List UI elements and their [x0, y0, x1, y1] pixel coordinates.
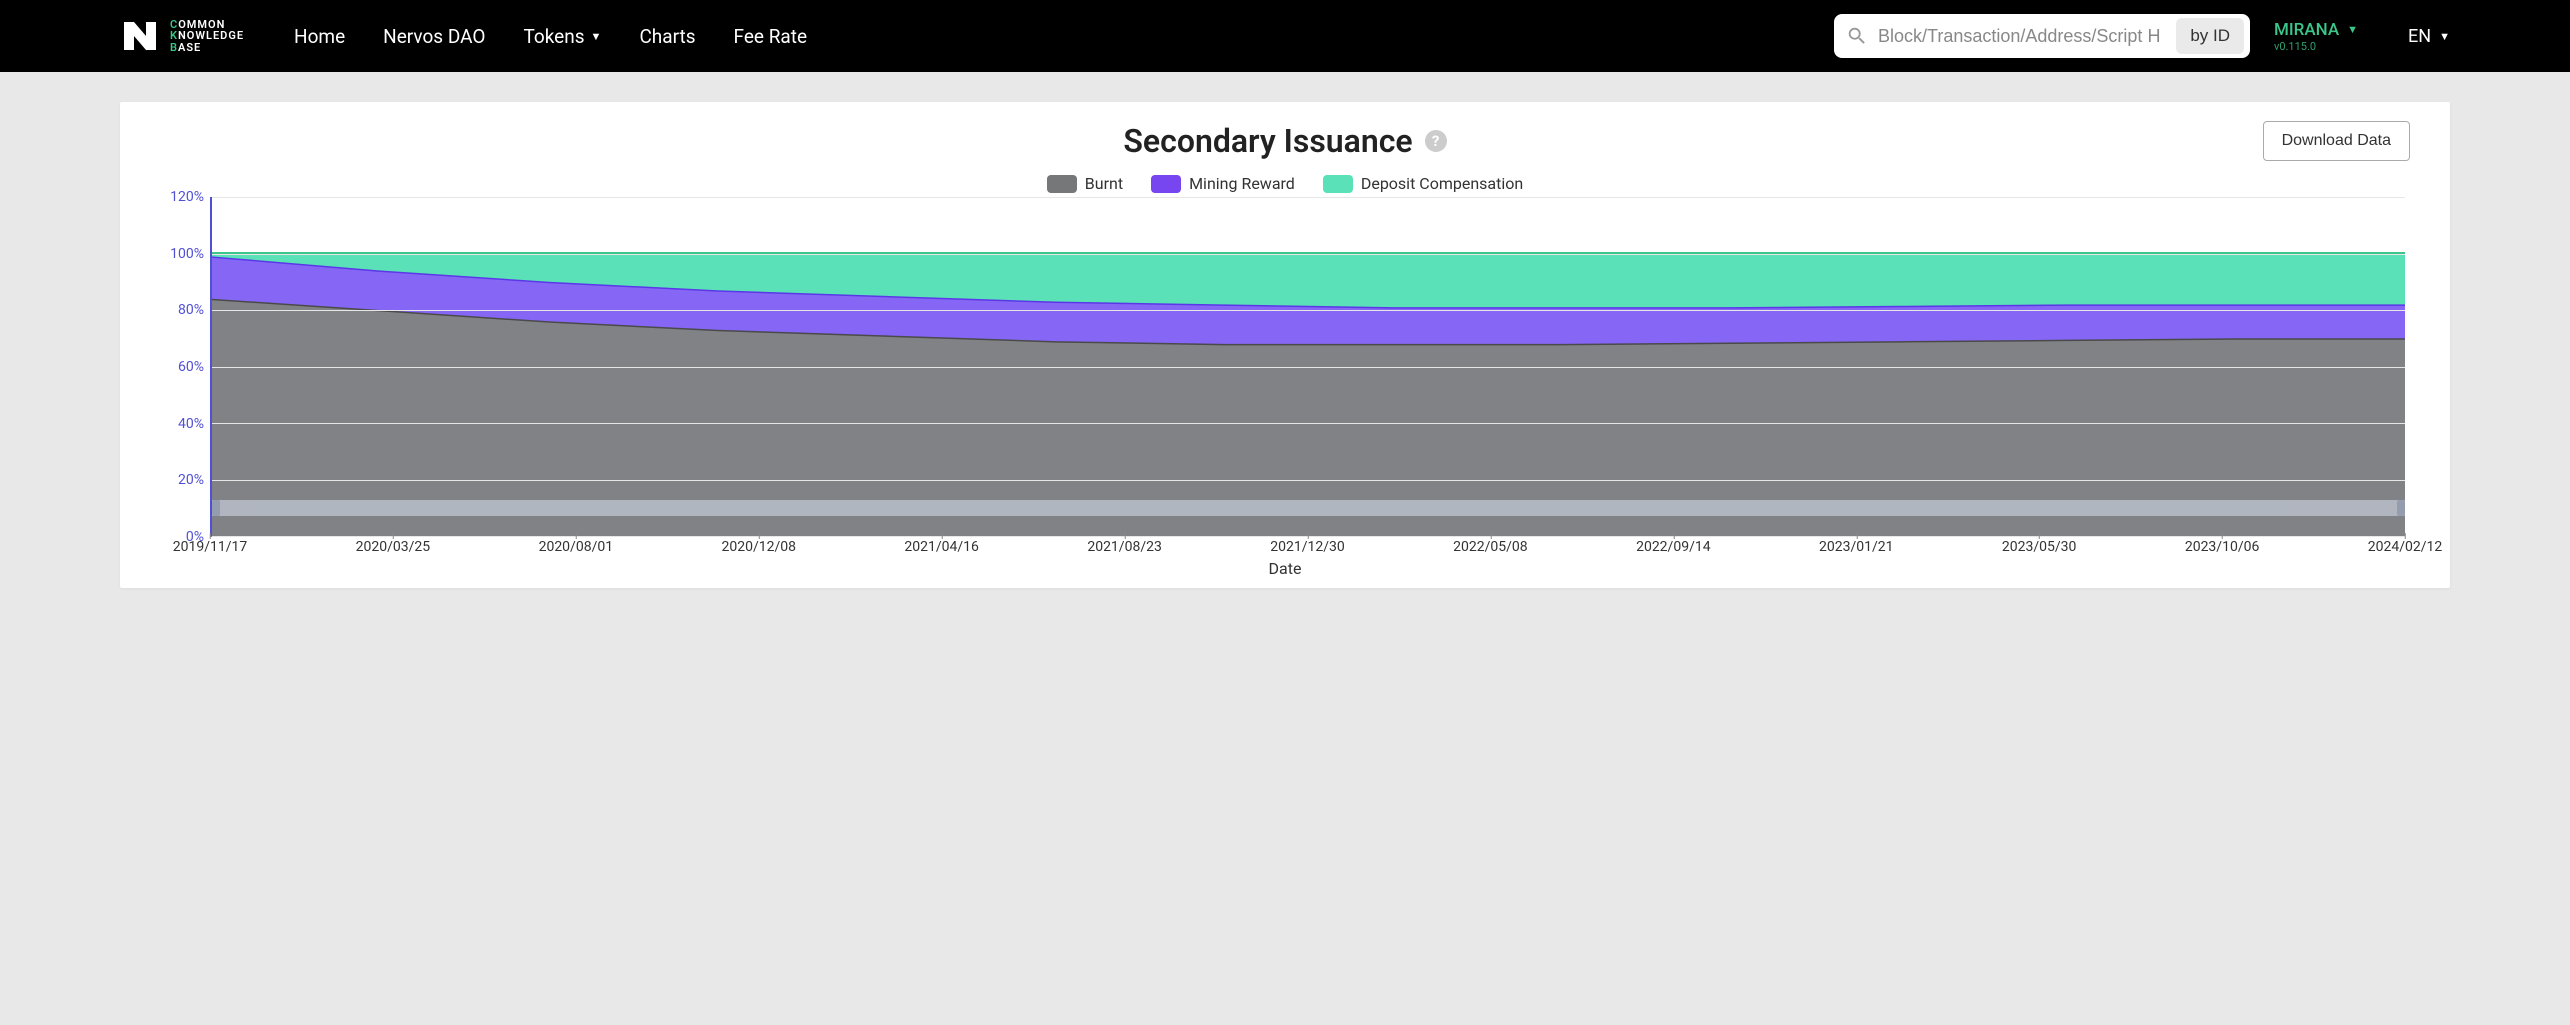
logo-text: COMMONKNOWLEDGEBASE: [170, 19, 244, 54]
search-byid-button[interactable]: by ID: [2176, 18, 2244, 54]
chart-area: 0%20%40%60%80%100%120% 2019/11/172020/03…: [210, 197, 2405, 557]
nav-tokens-label: Tokens: [523, 25, 584, 48]
nav-charts[interactable]: Charts: [639, 25, 695, 48]
scrubber-handle-left[interactable]: [212, 500, 220, 516]
search-box: by ID: [1834, 14, 2250, 58]
network-name: MIRANA: [2274, 20, 2339, 40]
chart-legend: Burnt Mining Reward Deposit Compensation: [160, 174, 2410, 193]
nav-tokens[interactable]: Tokens ▼: [523, 25, 601, 48]
scrubber-handle-right[interactable]: [2397, 500, 2405, 516]
language-selector[interactable]: EN ▼: [2408, 26, 2450, 47]
chart-card: Secondary Issuance ? Download Data Burnt…: [120, 102, 2450, 588]
nav-fee-rate[interactable]: Fee Rate: [734, 25, 808, 48]
nav-nervos-dao[interactable]: Nervos DAO: [383, 25, 485, 48]
legend-item[interactable]: Deposit Compensation: [1323, 174, 1523, 193]
network-selector[interactable]: MIRANA ▼ v0.115.0: [2274, 20, 2358, 53]
page-title: Secondary Issuance ?: [1123, 122, 1446, 160]
plot-region[interactable]: [210, 197, 2405, 537]
lang-label: EN: [2408, 26, 2431, 47]
top-header: COMMONKNOWLEDGEBASE Home Nervos DAO Toke…: [0, 0, 2570, 72]
x-axis: 2019/11/172020/03/252020/08/012020/12/08…: [210, 537, 2405, 557]
chevron-down-icon: ▼: [591, 30, 602, 43]
x-axis-label: Date: [160, 559, 2410, 578]
legend-item[interactable]: Burnt: [1047, 174, 1123, 193]
search-input[interactable]: [1868, 26, 2176, 47]
legend-item[interactable]: Mining Reward: [1151, 174, 1295, 193]
network-version: v0.115.0: [2274, 40, 2316, 53]
time-scrubber[interactable]: [212, 500, 2405, 516]
logo[interactable]: COMMONKNOWLEDGEBASE: [120, 16, 244, 56]
y-axis: 0%20%40%60%80%100%120%: [160, 197, 208, 537]
download-data-button[interactable]: Download Data: [2263, 121, 2410, 161]
nav-home[interactable]: Home: [294, 25, 345, 48]
chevron-down-icon: ▼: [2439, 30, 2450, 43]
main-nav: Home Nervos DAO Tokens ▼ Charts Fee Rate: [294, 25, 807, 48]
title-text: Secondary Issuance: [1123, 122, 1412, 160]
logo-mark-icon: [120, 16, 160, 56]
help-icon[interactable]: ?: [1425, 130, 1447, 152]
search-icon: [1846, 25, 1868, 47]
chevron-down-icon: ▼: [2347, 23, 2358, 36]
